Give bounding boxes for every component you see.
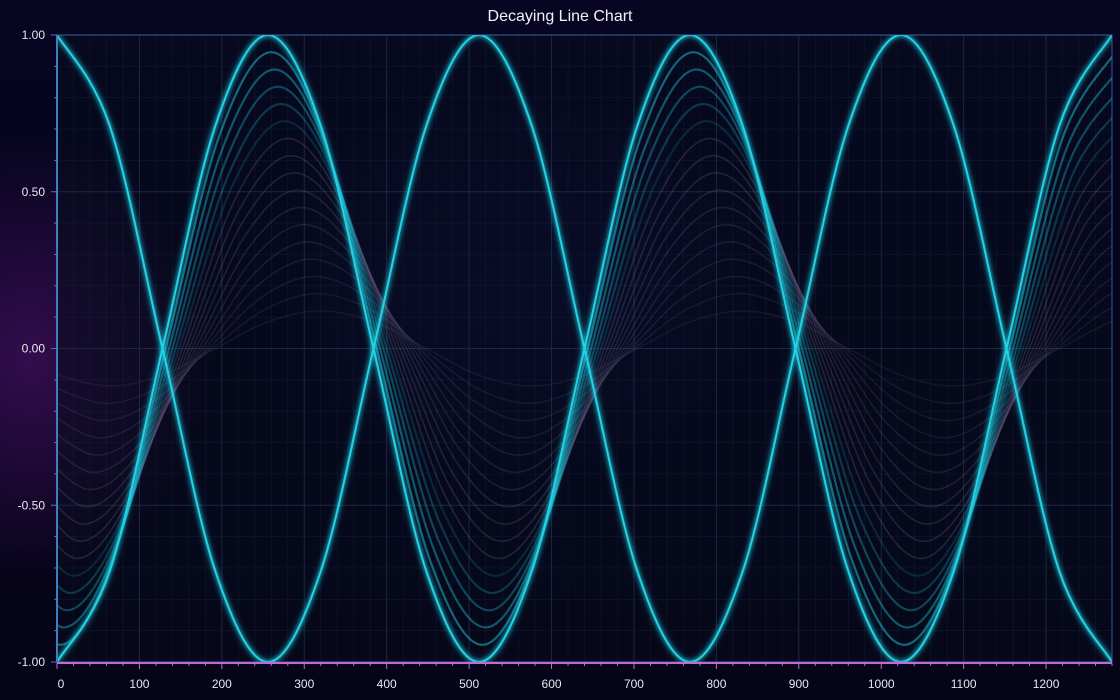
x-tick-label: 800 bbox=[706, 677, 726, 691]
series-line-2 bbox=[57, 35, 1112, 662]
x-tick-label: 1200 bbox=[1033, 677, 1060, 691]
decay-trace bbox=[57, 310, 1112, 387]
decay-trace bbox=[57, 154, 1112, 543]
x-tick-label: 500 bbox=[459, 677, 479, 691]
y-tick-label: 1.00 bbox=[22, 28, 46, 42]
decay-trace bbox=[57, 68, 1112, 629]
y-tick-label: -1.00 bbox=[18, 655, 46, 669]
x-tick-label: 100 bbox=[129, 677, 149, 691]
decay-trace bbox=[57, 137, 1112, 560]
y-axis: 1.00 0.50 0.00 -0.50 -1.00 bbox=[18, 28, 57, 669]
x-tick-label: 1100 bbox=[951, 677, 977, 691]
y-tick-label: 0.00 bbox=[22, 342, 46, 356]
decay-trace bbox=[57, 120, 1112, 577]
x-tick-label: 600 bbox=[542, 677, 562, 691]
decay-trace bbox=[57, 292, 1112, 405]
series-lines bbox=[57, 35, 1112, 662]
decay-trace bbox=[57, 85, 1112, 612]
x-tick-label: 1000 bbox=[868, 677, 895, 691]
decay-trace bbox=[57, 275, 1112, 422]
grid bbox=[56, 34, 1113, 663]
decay-trace bbox=[57, 102, 1112, 595]
y-tick-label: 0.50 bbox=[22, 185, 46, 199]
x-tick-label: 700 bbox=[624, 677, 644, 691]
decay-trace bbox=[57, 223, 1112, 474]
x-tick-label: 400 bbox=[377, 677, 397, 691]
x-tick-label: 200 bbox=[212, 677, 232, 691]
decay-trace bbox=[57, 258, 1112, 439]
x-tick-label: 0 bbox=[58, 677, 65, 691]
decay-trace bbox=[57, 241, 1112, 456]
chart-title: Decaying Line Chart bbox=[487, 8, 633, 25]
x-tick-label: 300 bbox=[294, 677, 314, 691]
x-axis: 0 100 200 300 400 500 600 700 800 900 1000 1100 1200 bbox=[56, 663, 1113, 691]
x-tick-label: 900 bbox=[789, 677, 809, 691]
decay-trace bbox=[57, 172, 1112, 525]
y-tick-label: -0.50 bbox=[18, 498, 46, 512]
